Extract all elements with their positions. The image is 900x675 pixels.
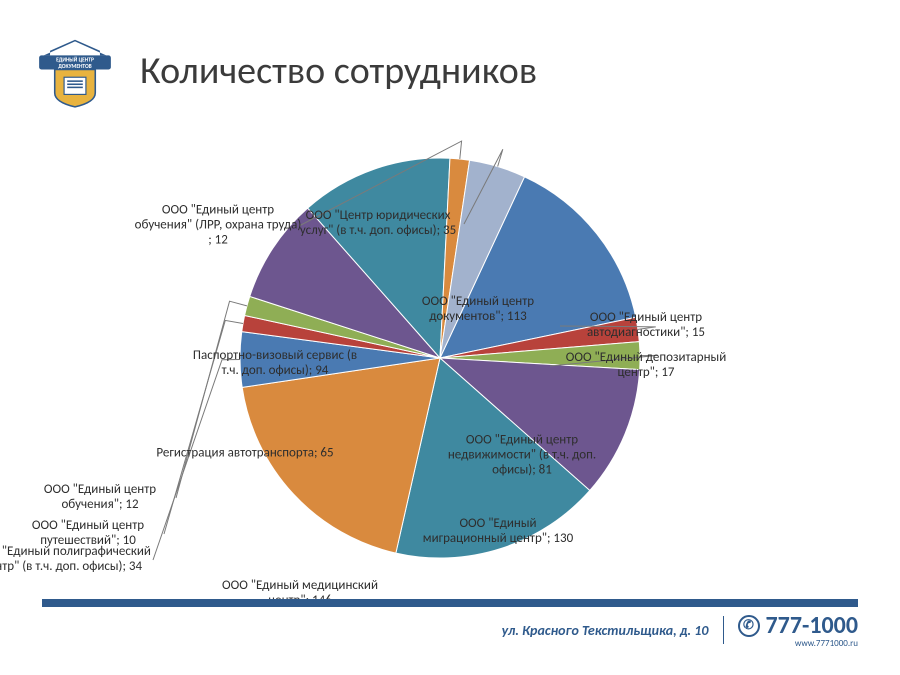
pie-label: ООО "Единый центр документов"; 113 <box>393 295 563 325</box>
pie-label: ООО "Единый центр путешествий"; 10 <box>8 519 168 549</box>
pie-label: ООО "Единый депозитарный центр"; 17 <box>546 351 746 381</box>
footer-address: ул. Красного Текстильщика, д. 10 <box>502 622 709 639</box>
page-title: Количество сотрудников <box>140 48 537 94</box>
pie-label: Паспортно-визовый сервис (в т.ч. доп. оф… <box>190 349 360 379</box>
footer-phone: ✆ 777-1000 <box>738 611 859 640</box>
leader-line <box>176 301 247 498</box>
footer-divider <box>723 616 724 644</box>
brand-logo-icon: ЕДИНЫЙ ЦЕНТР ДОКУМЕНТОВ <box>34 32 116 110</box>
pie-label: ООО "Центр юридических услуг" (в т.ч. до… <box>288 209 468 239</box>
pie-label: ООО "Единый центр недвижимости" (в т.ч. … <box>437 434 607 479</box>
employee-pie-chart: ООО "Единый центр документов"; 113ООО "Е… <box>0 108 900 598</box>
footer-bar <box>42 599 858 607</box>
pie-label: ООО "Единый центр обучения" (ЛРР, охрана… <box>133 204 303 249</box>
pie-label: Регистрация автотранспорта; 65 <box>150 447 340 462</box>
pie-label: ООО "Единый центр автодиагностики"; 15 <box>556 311 736 341</box>
phone-number: 777-1000 <box>766 611 859 640</box>
pie-label: ООО "Единый полиграфический центр" (в т.… <box>0 545 157 575</box>
phone-icon: ✆ <box>738 615 760 637</box>
pie-label: ООО "Единый миграционный центр"; 130 <box>418 517 578 547</box>
footer: ул. Красного Текстильщика, д. 10 ✆ 777-1… <box>42 599 858 649</box>
pie-label: ООО "Единый центр обучения"; 12 <box>20 483 180 513</box>
footer-url: www.7771000.ru <box>738 638 859 649</box>
